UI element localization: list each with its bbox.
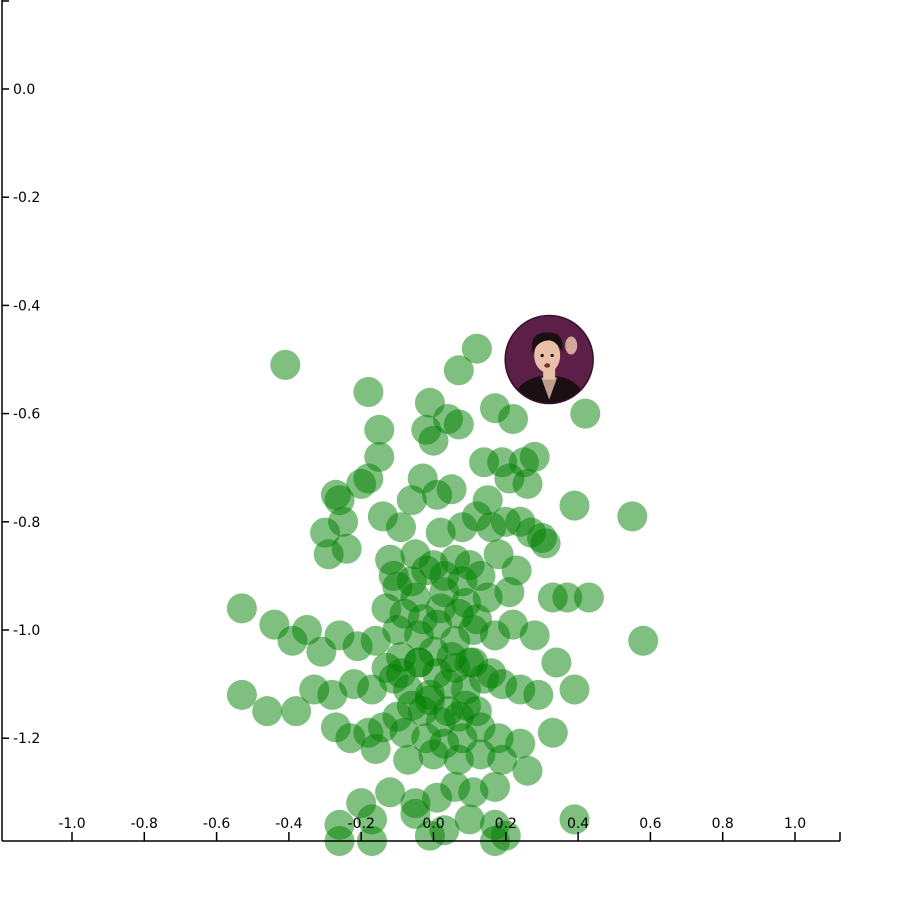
data-point — [617, 501, 648, 532]
data-point — [461, 696, 492, 727]
x-tick-label: 0.8 — [712, 816, 734, 832]
data-point — [393, 744, 424, 775]
x-tick-label: -0.2 — [348, 816, 375, 832]
data-point — [498, 404, 528, 434]
x-tick-label: 0.0 — [422, 816, 444, 832]
y-tick-label: 0.0 — [13, 82, 35, 98]
data-point — [490, 506, 521, 537]
data-point — [436, 474, 467, 505]
data-point — [519, 441, 550, 472]
data-point — [559, 804, 590, 835]
data-point — [573, 582, 604, 613]
data-point — [396, 485, 427, 516]
data-point — [382, 701, 413, 732]
data-point — [480, 771, 510, 802]
data-point — [443, 355, 474, 386]
x-tick-label: 0.2 — [495, 816, 517, 832]
data-point — [414, 820, 445, 851]
data-point — [461, 604, 492, 635]
y-tick-label: -0.2 — [13, 190, 40, 206]
data-point — [375, 777, 406, 808]
data-point — [530, 528, 561, 559]
data-point — [281, 696, 312, 727]
data-point — [537, 717, 568, 748]
data-points — [226, 333, 659, 856]
data-point — [494, 577, 525, 608]
x-tick-label: -0.4 — [275, 816, 302, 832]
data-point — [357, 804, 387, 835]
x-tick-label: -0.8 — [131, 816, 158, 832]
x-tick-label: -0.6 — [203, 816, 230, 832]
data-point — [331, 533, 362, 564]
data-point — [454, 804, 485, 835]
data-point — [552, 582, 583, 613]
data-point — [487, 744, 518, 775]
data-point — [360, 734, 391, 764]
data-point — [292, 615, 322, 645]
x-tick-label: 0.4 — [567, 816, 589, 832]
data-point — [559, 490, 590, 521]
data-point — [418, 739, 449, 770]
data-point — [386, 512, 416, 543]
data-point — [353, 377, 384, 407]
data-point — [400, 798, 431, 829]
y-tick-label: -0.8 — [13, 515, 40, 531]
data-point — [418, 425, 449, 456]
data-point — [559, 674, 590, 705]
data-point — [364, 414, 395, 445]
x-tick-label: -1.0 — [58, 816, 85, 832]
data-point — [252, 696, 283, 727]
data-point — [541, 647, 572, 678]
portrait-avatar-icon — [505, 315, 594, 404]
data-point — [461, 333, 492, 364]
data-point — [270, 349, 301, 380]
x-tick-label: 1.0 — [784, 816, 806, 832]
data-point — [476, 658, 507, 689]
y-axis-ticks: 0.0 -0.2 -0.4 -0.6 -0.8 -1.0 -1.2 — [2, 0, 40, 747]
data-point — [519, 620, 550, 651]
data-point — [628, 625, 659, 656]
data-point — [226, 679, 257, 710]
y-tick-label: -0.4 — [13, 298, 40, 314]
data-point — [570, 398, 601, 429]
x-axis-ticks: -1.0 -0.8 -0.6 -0.4 -0.2 0.0 0.2 0.4 0.6 0.8 1.0 — [58, 816, 841, 841]
data-point — [512, 468, 543, 499]
highlight-marker[interactable] — [504, 314, 594, 420]
y-tick-label: -0.6 — [13, 407, 40, 423]
data-point — [523, 679, 554, 710]
x-tick-label: 0.6 — [639, 816, 661, 832]
data-point — [443, 409, 474, 440]
data-point — [346, 468, 377, 499]
data-point — [512, 755, 543, 786]
axes — [1, 0, 840, 842]
y-tick-label: -1.2 — [13, 731, 40, 747]
data-point — [226, 593, 257, 624]
y-tick-label: -1.0 — [13, 623, 40, 639]
data-point — [328, 506, 359, 537]
data-point — [465, 560, 496, 591]
